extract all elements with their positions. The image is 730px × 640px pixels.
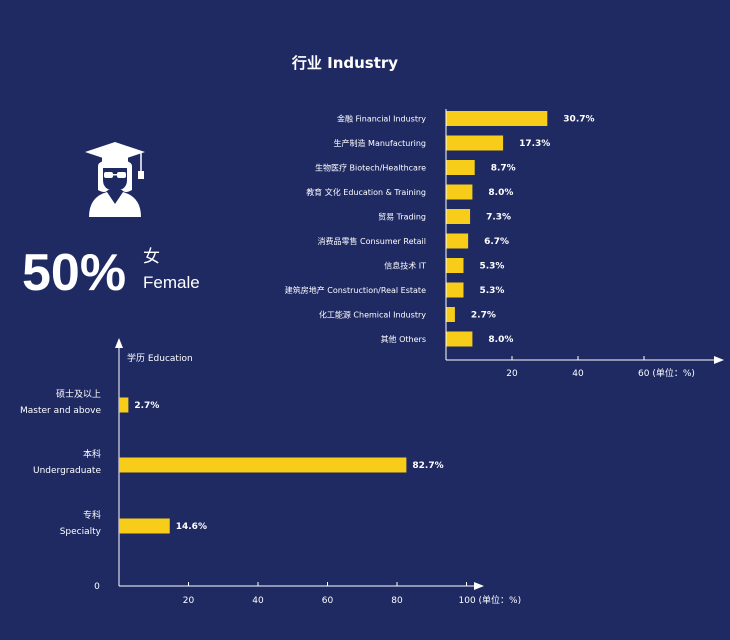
industry-category-label: 教育 文化 Education & Training — [306, 187, 426, 197]
industry-category-label: 金融 Financial Industry — [337, 114, 426, 124]
education-x-tick-label: 40 — [252, 596, 264, 606]
industry-category-label: 贸易 Trading — [378, 212, 426, 222]
industry-value-label: 6.7% — [484, 237, 509, 247]
industry-value-label: 17.3% — [519, 139, 550, 149]
gender-label-cn: 女 — [143, 247, 160, 266]
education-category-label-cn: 本科 — [83, 448, 101, 460]
industry-value-label: 30.7% — [563, 115, 594, 125]
education-category-label-cn: 专科 — [83, 509, 101, 521]
industry-category-label: 消费品零售 Consumer Retail — [318, 236, 426, 246]
industry-category-label: 信息技术 IT — [384, 261, 426, 271]
industry-x-axis-arrow — [714, 356, 724, 364]
industry-value-label: 8.0% — [488, 188, 513, 198]
education-x-tick-label: 60 — [322, 596, 334, 606]
industry-category-label: 化工能源 Chemical Industry — [319, 310, 426, 320]
industry-value-label: 8.7% — [491, 164, 516, 174]
education-bar — [119, 457, 407, 473]
industry-category-label: 生产制造 Manufacturing — [334, 138, 426, 148]
industry-bar — [446, 307, 455, 322]
industry-bar — [446, 258, 464, 273]
gender-label-en: Female — [143, 273, 200, 292]
education-value-label: 82.7% — [412, 461, 443, 471]
education-value-label: 2.7% — [134, 401, 159, 411]
education-origin-label: 0 — [94, 582, 100, 592]
industry-chart-title: 行业 Industry — [291, 54, 398, 72]
education-x-tick-label: 80 — [391, 596, 403, 606]
graduate-icon — [85, 142, 145, 217]
education-bar — [119, 397, 129, 413]
industry-bar — [446, 209, 471, 224]
industry-value-label: 5.3% — [479, 262, 504, 272]
education-axis: 学历 Education 0 20 40 60 80 100 (单位：%) — [94, 338, 521, 606]
industry-value-label: 8.0% — [488, 335, 513, 345]
industry-bar — [446, 160, 475, 175]
industry-x-tick-label: 40 — [572, 369, 584, 379]
industry-category-label: 其他 Others — [381, 334, 426, 344]
education-category-label-en: Specialty — [60, 527, 102, 537]
industry-value-label: 7.3% — [486, 213, 511, 223]
industry-bar — [446, 184, 473, 200]
education-x-tick-label: 100 (单位：%) — [459, 594, 522, 606]
education-category-label-en: Undergraduate — [33, 466, 101, 476]
industry-x-tick-label: 60 (单位：%) — [638, 367, 695, 379]
education-chart-title: 学历 Education — [127, 352, 193, 364]
education-category-label-en: Master and above — [20, 406, 101, 416]
education-bars: 硕士及以上 Master and above 2.7% 本科 Undergraduate… — [20, 388, 444, 537]
education-y-axis-arrow — [115, 338, 123, 348]
industry-bars: 金融 Financial Industry 30.7% 生产制造 Manufactu… — [285, 111, 595, 347]
industry-x-tick-label: 20 — [506, 369, 518, 379]
industry-category-label: 生物医疗 Biotech/Healthcare — [315, 163, 426, 173]
industry-bar — [446, 331, 473, 347]
industry-bar — [446, 233, 469, 249]
industry-axis: 20 40 60 (单位：%) — [445, 109, 724, 379]
education-x-axis-arrow — [474, 582, 484, 590]
industry-bar — [446, 282, 464, 298]
education-value-label: 14.6% — [176, 522, 207, 532]
industry-category-label: 建筑房地产 Construction/Real Estate — [285, 285, 426, 295]
education-category-label-cn: 硕士及以上 — [56, 388, 101, 400]
gender-percent: 50% — [22, 244, 126, 302]
industry-bar — [446, 135, 504, 151]
industry-value-label: 5.3% — [479, 286, 504, 296]
industry-value-label: 2.7% — [471, 311, 496, 321]
industry-bar — [446, 111, 548, 126]
education-bar — [119, 518, 170, 534]
education-x-tick-label: 20 — [183, 596, 195, 606]
